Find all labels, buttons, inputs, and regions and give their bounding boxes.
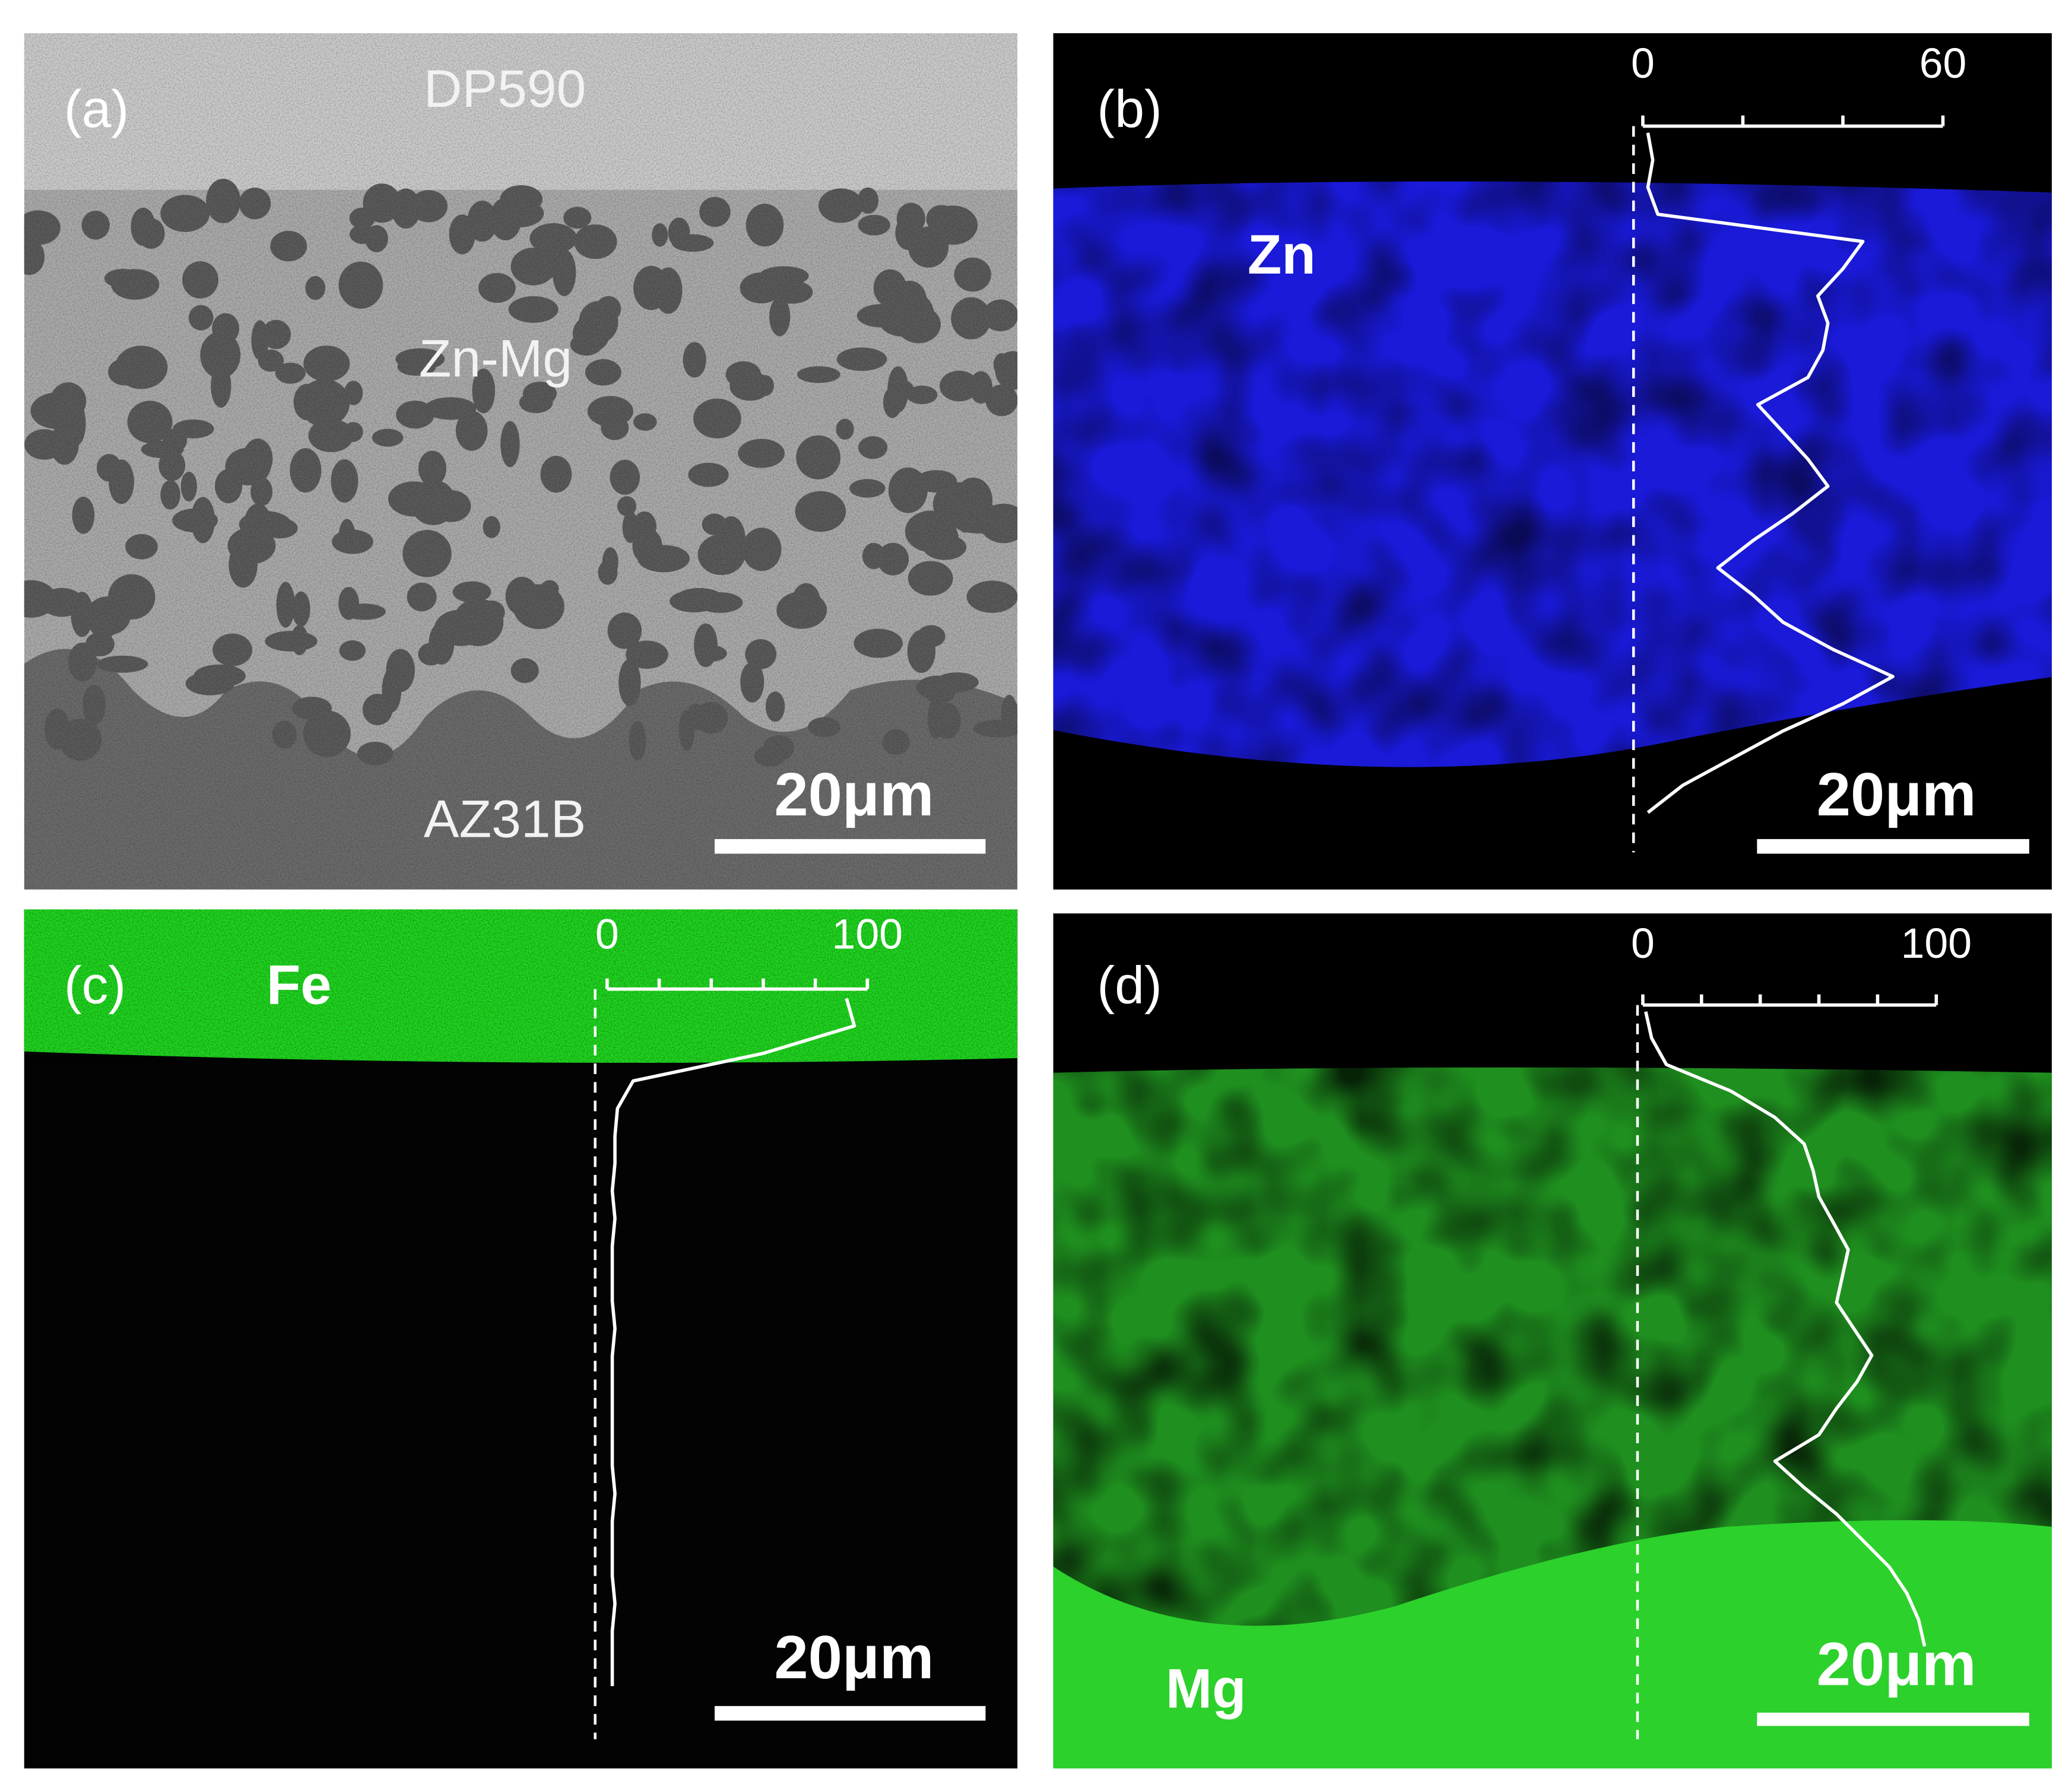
scale-bar bbox=[1757, 839, 2029, 854]
profile-line bbox=[610, 998, 856, 1687]
scale-bar bbox=[1757, 1713, 2029, 1726]
scale-bar bbox=[715, 839, 986, 854]
tick-label: 100 bbox=[832, 910, 903, 958]
scale-bar-label: 20μm bbox=[1817, 760, 1976, 828]
panel-c bbox=[24, 909, 1018, 1768]
texture bbox=[1053, 181, 2052, 767]
panel-d bbox=[1053, 913, 2052, 1768]
scale-bar bbox=[715, 1706, 986, 1721]
panel-a bbox=[24, 33, 1018, 890]
tick-label: 60 bbox=[1919, 40, 1967, 87]
annotation: DP590 bbox=[424, 59, 586, 118]
texture bbox=[24, 33, 1018, 890]
annotation: Zn-Mg bbox=[419, 328, 573, 388]
annotation: AZ31B bbox=[424, 789, 586, 849]
element-label: Fe bbox=[266, 954, 332, 1016]
tick-label: 100 bbox=[1901, 920, 1972, 967]
tick-label: 0 bbox=[595, 910, 619, 958]
element-label: Mg bbox=[1166, 1657, 1246, 1719]
panel-b bbox=[1053, 33, 2052, 890]
panel-label: (b) bbox=[1097, 79, 1162, 138]
texture bbox=[24, 909, 1018, 1063]
profile-line bbox=[1646, 132, 1895, 814]
scale-bar-label: 20μm bbox=[1817, 1630, 1976, 1698]
panel-label: (a) bbox=[64, 79, 129, 138]
profile-line bbox=[1644, 1011, 1927, 1647]
scale-bar-label: 20μm bbox=[775, 760, 934, 828]
scale-bar-label: 20μm bbox=[775, 1623, 934, 1691]
tick-label: 0 bbox=[1631, 40, 1655, 87]
tick-label: 0 bbox=[1631, 920, 1655, 967]
mg-substrate bbox=[1053, 1520, 2052, 1768]
panel-label: (c) bbox=[64, 955, 126, 1014]
element-label: Zn bbox=[1248, 223, 1316, 285]
panel-label: (d) bbox=[1097, 955, 1162, 1014]
